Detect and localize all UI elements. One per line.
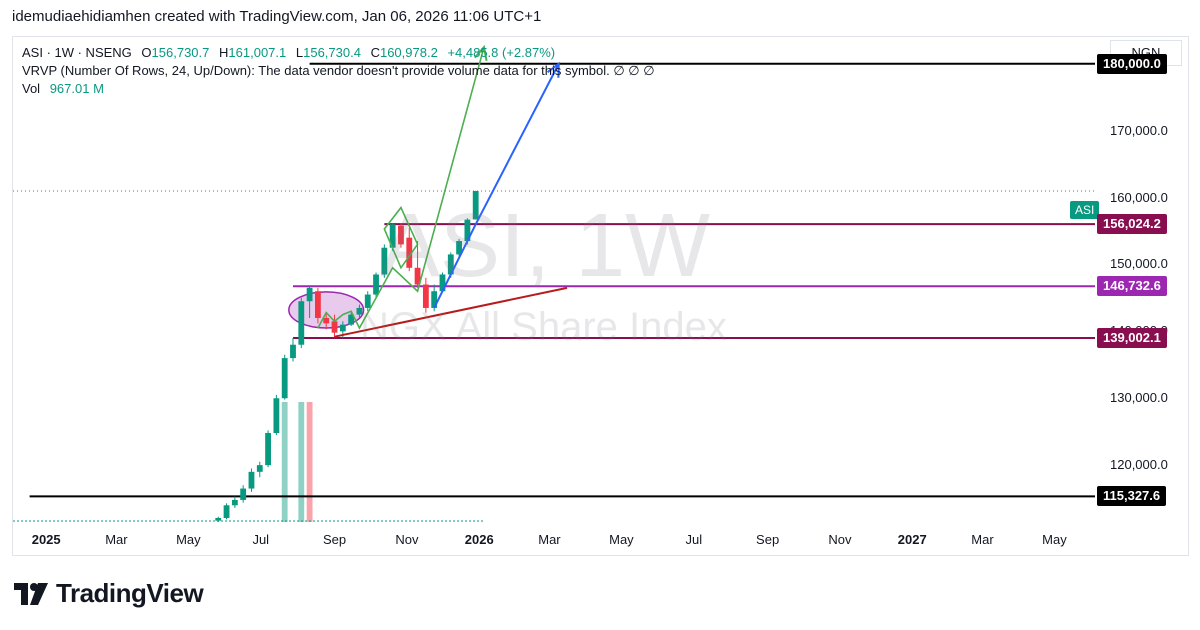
blue-arrowhead bbox=[546, 61, 560, 78]
high-value: 161,007.1 bbox=[228, 45, 287, 60]
time-tick-label: 2027 bbox=[897, 532, 927, 547]
candle-body bbox=[447, 254, 454, 275]
price-level-tag: 139,002.1 bbox=[1097, 328, 1167, 349]
time-tick-label: May bbox=[176, 532, 201, 547]
candle-body bbox=[472, 191, 479, 220]
close-label: C bbox=[370, 45, 380, 60]
candle-body bbox=[248, 471, 255, 489]
tradingview-icon bbox=[14, 582, 48, 605]
time-tick-label: Jul bbox=[685, 532, 703, 547]
time-tick-label: 2026 bbox=[464, 532, 494, 547]
candle-body bbox=[331, 321, 338, 333]
price-level-tag: 180,000.0 bbox=[1097, 53, 1167, 74]
candle-body bbox=[381, 247, 388, 275]
candle-body bbox=[364, 294, 371, 308]
low-value: 156,730.4 bbox=[303, 45, 361, 60]
volume-row[interactable]: Vol 967.01 M bbox=[22, 80, 655, 98]
candle-body bbox=[414, 267, 421, 285]
symbol-price-tag: ASI bbox=[1070, 201, 1100, 219]
volume-bar bbox=[306, 402, 313, 522]
volume-label: Vol bbox=[22, 81, 41, 96]
candle-body bbox=[323, 317, 330, 324]
candle-body bbox=[422, 284, 429, 308]
chart-frame bbox=[12, 36, 1189, 556]
time-tick-label: Jul bbox=[252, 532, 270, 547]
candle-body bbox=[439, 274, 446, 292]
low-label: L bbox=[295, 45, 304, 60]
chart-credit: idemudiaehidiamhen created with TradingV… bbox=[12, 8, 542, 25]
time-tick-label: Sep bbox=[756, 532, 780, 547]
green-diamond-pattern bbox=[383, 206, 419, 270]
volume-bar bbox=[298, 402, 305, 522]
candle-body bbox=[298, 301, 305, 345]
open-value: 156,730.7 bbox=[151, 45, 210, 60]
price-level-tag: 156,024.2 bbox=[1097, 214, 1167, 235]
legend: ASI · 1W · NSENG O156,730.7 H161,007.1 L… bbox=[22, 44, 655, 98]
high-label: H bbox=[219, 45, 229, 60]
volume-bar bbox=[281, 402, 288, 522]
time-tick-label: Sep bbox=[323, 532, 347, 547]
time-tick-label: Nov bbox=[395, 532, 419, 547]
candle-body bbox=[398, 225, 404, 245]
price-tick-label: 120,000.0 bbox=[1110, 457, 1168, 473]
price-tick-label: 170,000.0 bbox=[1110, 122, 1168, 138]
candle-body bbox=[373, 274, 379, 295]
candle-body bbox=[290, 344, 296, 359]
time-tick-label: May bbox=[1042, 532, 1067, 547]
candle-body bbox=[464, 219, 471, 242]
price-tick-label: 130,000.0 bbox=[1110, 390, 1168, 406]
candle-body bbox=[215, 517, 222, 521]
price-tick-label: 160,000.0 bbox=[1110, 189, 1168, 205]
watermark-symbol: ASI, 1W bbox=[380, 196, 711, 296]
open-label: O bbox=[141, 45, 152, 60]
candle-body bbox=[240, 488, 247, 500]
price-tick-label: 150,000.0 bbox=[1110, 256, 1168, 272]
candle-body bbox=[406, 237, 413, 268]
candle-body bbox=[389, 224, 396, 248]
change-value: +4,485.8 (+2.87%) bbox=[447, 45, 556, 60]
volume-value: 967.01 M bbox=[49, 81, 104, 96]
price-level-tag: 146,732.6 bbox=[1097, 276, 1167, 297]
time-tick-label: Mar bbox=[105, 532, 128, 547]
candle-body bbox=[339, 324, 346, 332]
green-projection-path bbox=[317, 46, 485, 330]
candle-body bbox=[314, 291, 321, 318]
watermark-description: NGX All Share Index bbox=[360, 305, 727, 349]
time-tick-label: Nov bbox=[828, 532, 852, 547]
ohlc-row: ASI · 1W · NSENG O156,730.7 H161,007.1 L… bbox=[22, 44, 655, 62]
close-value: 160,978.2 bbox=[379, 45, 438, 60]
price-level-tag: 115,327.6 bbox=[1097, 486, 1167, 507]
symbol-label[interactable]: ASI · 1W · NSENG bbox=[22, 45, 132, 60]
candle-body bbox=[431, 291, 438, 308]
time-tick-label: Mar bbox=[538, 532, 561, 547]
candle-body bbox=[273, 398, 280, 434]
time-tick-label: Mar bbox=[971, 532, 994, 547]
tradingview-logo[interactable]: TradingView bbox=[14, 578, 204, 609]
candle-body bbox=[306, 287, 313, 302]
candle-body bbox=[223, 505, 230, 518]
candle-body bbox=[231, 499, 238, 506]
candle-body bbox=[256, 465, 263, 472]
vrvp-row[interactable]: VRVP (Number Of Rows, 24, Up/Down): The … bbox=[22, 63, 655, 78]
brand-name: TradingView bbox=[56, 578, 204, 608]
candle-body bbox=[356, 307, 363, 315]
blue-projection-arrow bbox=[433, 63, 560, 309]
green-arrowhead bbox=[474, 44, 488, 61]
candle-body bbox=[265, 433, 271, 466]
candle-body bbox=[281, 358, 288, 399]
time-tick-label: May bbox=[609, 532, 634, 547]
time-tick-label: 2025 bbox=[31, 532, 61, 547]
candle-body bbox=[348, 314, 355, 325]
candle-body bbox=[456, 241, 462, 255]
support-trend-line bbox=[334, 286, 568, 338]
